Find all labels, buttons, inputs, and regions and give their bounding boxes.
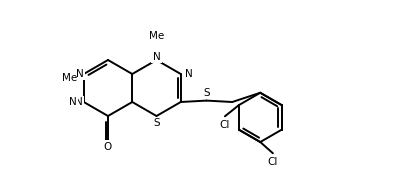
Text: Me: Me bbox=[149, 31, 164, 41]
Text: S: S bbox=[153, 118, 160, 128]
Text: O: O bbox=[104, 142, 112, 152]
Text: Cl: Cl bbox=[268, 157, 278, 167]
Text: N: N bbox=[76, 69, 84, 79]
Text: S: S bbox=[203, 88, 210, 98]
Text: N: N bbox=[75, 97, 83, 107]
Text: N: N bbox=[152, 52, 160, 62]
Text: Cl: Cl bbox=[220, 120, 230, 130]
Text: N: N bbox=[185, 69, 192, 79]
Text: Me: Me bbox=[62, 73, 77, 83]
Text: N: N bbox=[69, 97, 77, 107]
